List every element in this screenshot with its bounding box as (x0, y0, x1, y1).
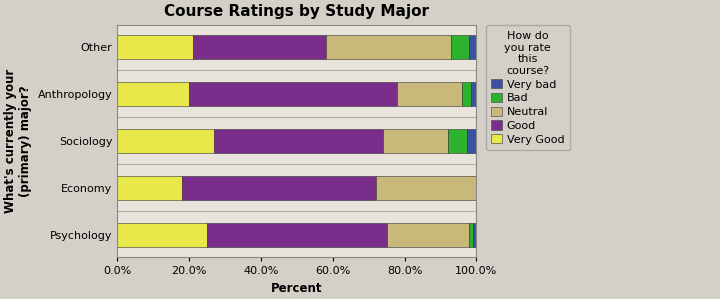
Bar (325, 35, 451, 59)
Legend: Very bad, Bad, Neutral, Good, Very Good: Very bad, Bad, Neutral, Good, Very Good (485, 25, 570, 150)
Bar (117, 82, 189, 106)
Bar (448, 129, 467, 152)
Bar (467, 129, 477, 152)
Bar (215, 129, 383, 152)
Bar (117, 176, 182, 200)
Y-axis label: What's currently your
(primary) major?: What's currently your (primary) major? (4, 69, 32, 213)
Bar (473, 223, 477, 247)
Bar (189, 82, 397, 106)
X-axis label: Percent: Percent (271, 282, 323, 295)
Bar (207, 223, 387, 247)
Bar (387, 223, 469, 247)
Bar (397, 82, 462, 106)
Bar (469, 35, 477, 59)
Bar (182, 176, 376, 200)
Bar (376, 176, 477, 200)
Title: Course Ratings by Study Major: Course Ratings by Study Major (164, 4, 429, 19)
Bar (462, 82, 471, 106)
Bar (471, 82, 477, 106)
Bar (117, 223, 207, 247)
Bar (193, 35, 325, 59)
Bar (469, 223, 473, 247)
Bar (383, 129, 448, 152)
Bar (117, 129, 215, 152)
Bar (451, 35, 469, 59)
Bar (117, 35, 193, 59)
